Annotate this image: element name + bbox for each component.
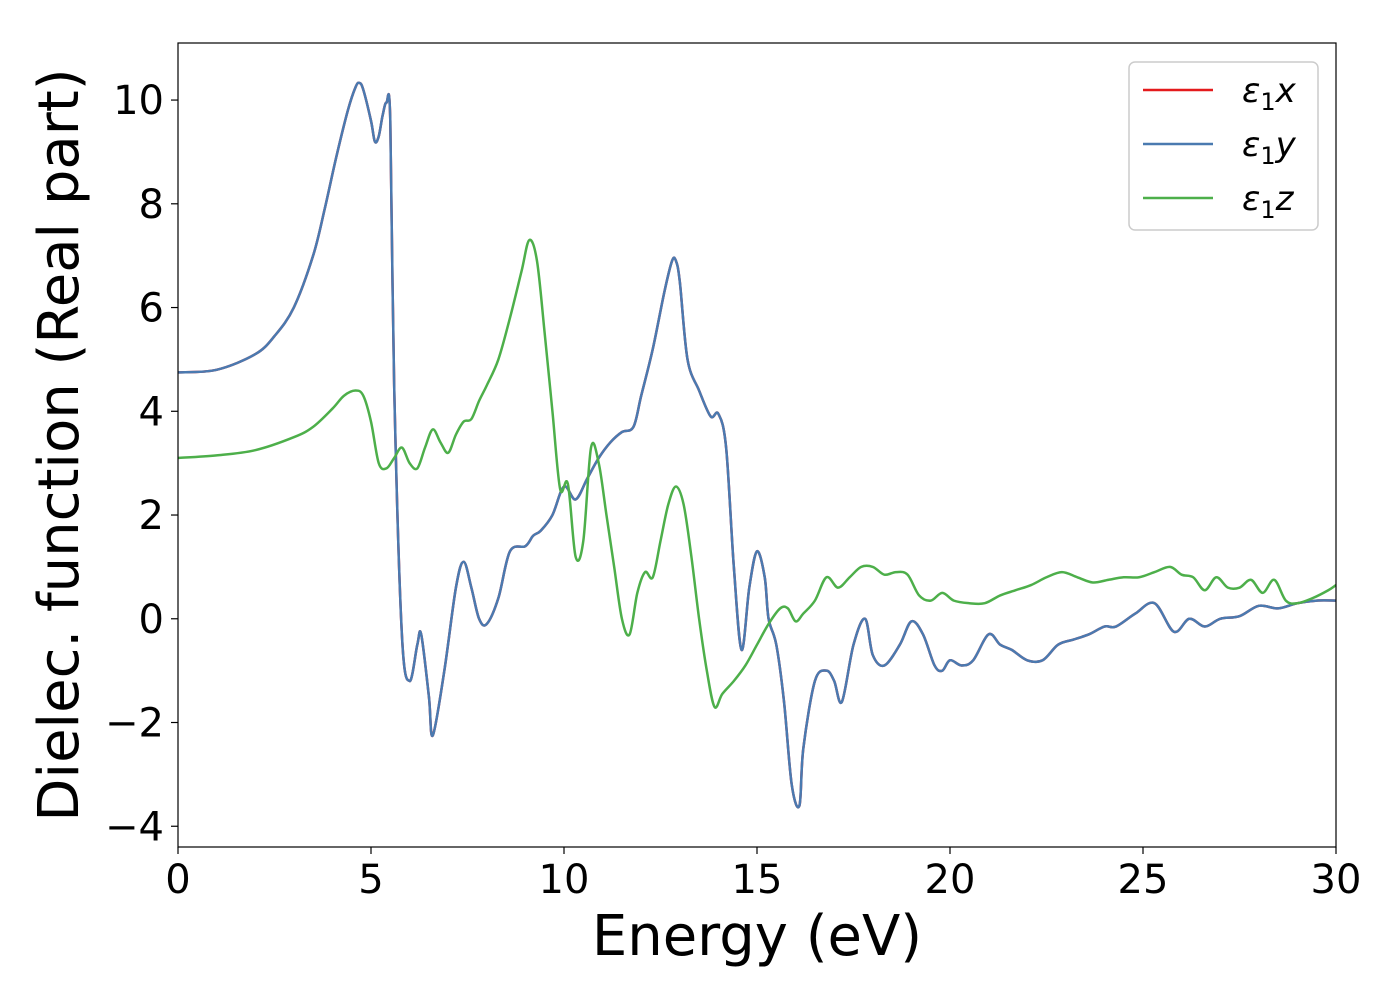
y-tick-label: −2	[105, 701, 164, 747]
legend-label-e1x: ε1x	[1242, 71, 1297, 116]
x-axis: 0 5 10 15 20 25 30	[165, 847, 1361, 903]
legend-label-e1z: ε1z	[1242, 179, 1295, 224]
y-tick-label: 4	[139, 389, 164, 435]
x-tick-label: 25	[1118, 857, 1169, 903]
series-line-e1y	[178, 81, 1336, 809]
x-tick-label: 20	[925, 857, 976, 903]
y-tick-label: −4	[105, 804, 164, 850]
y-axis-title: Dielec. function (Real part)	[27, 68, 92, 821]
y-axis: −4 −2 0 2 4 6 8 10	[105, 78, 178, 850]
y-tick-label: 2	[139, 493, 164, 539]
x-tick-label: 10	[539, 857, 590, 903]
series-layer	[178, 81, 1336, 809]
x-tick-label: 30	[1311, 857, 1362, 903]
x-tick-label: 5	[358, 857, 383, 903]
legend: ε1x ε1y ε1z	[1128, 61, 1319, 231]
x-axis-title: Energy (eV)	[592, 904, 922, 969]
y-tick-label: 0	[139, 597, 164, 643]
series-line-e1z	[178, 238, 1336, 709]
y-tick-label: 6	[139, 286, 164, 332]
legend-label-e1y: ε1y	[1242, 125, 1297, 170]
y-tick-label: 10	[113, 78, 164, 124]
x-tick-label: 15	[732, 857, 783, 903]
y-tick-label: 8	[139, 182, 164, 228]
x-tick-label: 0	[165, 857, 190, 903]
legend-box	[1128, 61, 1319, 231]
